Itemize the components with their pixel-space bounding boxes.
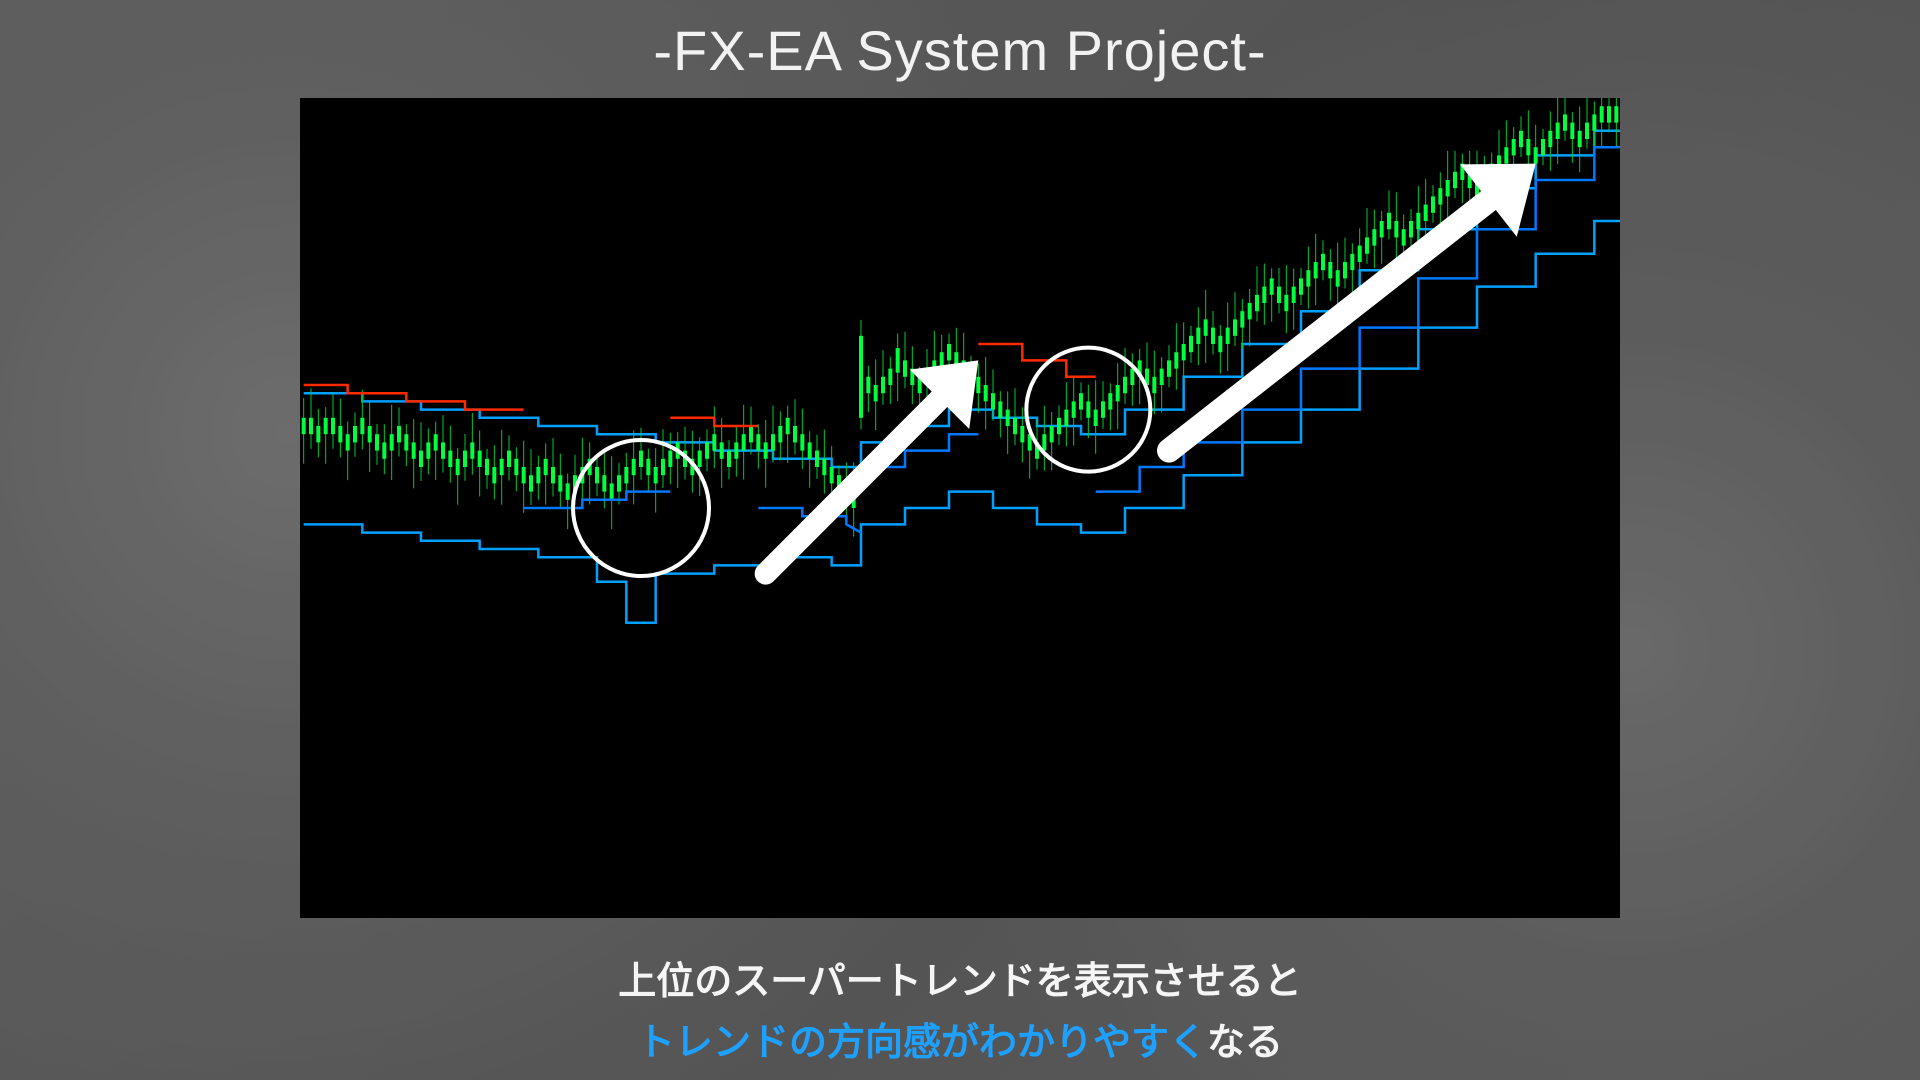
caption-line-2: トレンドの方向感がわかりやすくなる (0, 1011, 1920, 1066)
caption: 上位のスーパートレンドを表示させると トレンドの方向感がわかりやすくなる (0, 950, 1920, 1066)
page-title: -FX-EA System Project- (0, 18, 1920, 83)
candlestick-chart (300, 98, 1620, 918)
caption-rest: なる (1207, 1022, 1283, 1064)
caption-line-1: 上位のスーパートレンドを表示させると (0, 950, 1920, 1005)
chart-container (300, 98, 1620, 918)
caption-highlight: トレンドの方向感がわかりやすく (637, 1022, 1207, 1064)
